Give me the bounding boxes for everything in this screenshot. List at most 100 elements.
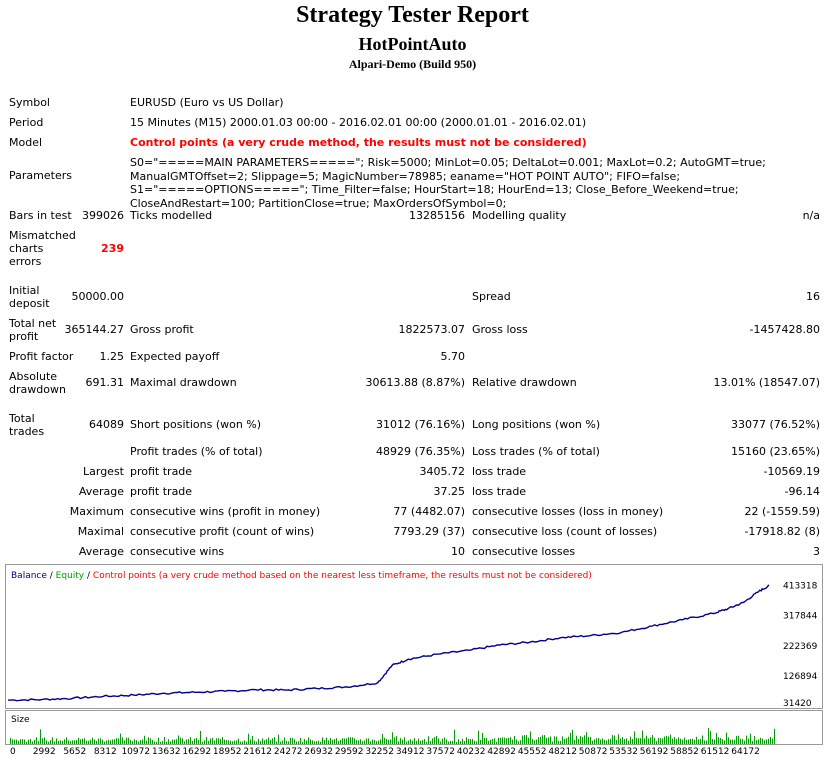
size-bar [630,736,631,744]
y-tick-label: 126894 [783,672,818,682]
loss-trades-label: Loss trades (% of total) [472,445,600,458]
size-bar [450,740,451,744]
size-bar [658,737,659,744]
deposit-label: Initial deposit [9,284,50,310]
size-bar [486,738,487,744]
size-bar [410,739,411,744]
spread-value: 16 [806,290,820,303]
size-bar [166,741,167,744]
x-tick-label: 29592 [335,747,364,757]
size-bar [754,736,755,744]
size-bar [668,736,669,744]
size-bar [650,737,651,744]
x-tick-label: 48212 [548,747,577,757]
size-bar [352,737,353,744]
size-bar [694,739,695,744]
size-bar [588,736,589,744]
size-bar [614,735,615,744]
size-bar [644,738,645,744]
size-bar [398,741,399,744]
model-label: Model [9,136,43,149]
size-bar [566,738,567,744]
max-consecutive-wins-label: consecutive wins (profit in money) [130,505,321,518]
size-bar [438,738,439,744]
size-bar [236,740,237,744]
size-bar [246,741,247,744]
size-bar [748,738,749,744]
x-tick-label: 32252 [365,747,394,757]
size-bar [36,737,37,744]
size-bar [414,738,415,744]
size-bar [214,740,215,744]
quality-value: n/a [802,209,820,222]
size-bar [548,737,549,744]
size-bar [280,741,281,744]
size-bar [704,740,705,744]
size-bar [116,738,117,744]
size-bar [532,739,533,744]
size-bar [22,739,23,744]
maximal-label: Maximal [77,525,124,538]
ticks-value: 13285156 [409,209,465,222]
size-bar [642,730,643,744]
size-bar [758,739,759,744]
size-bar [126,737,127,744]
size-bar [328,740,329,744]
x-tick-label: 24272 [274,747,303,757]
average-profit-trade-label: profit trade [130,485,193,498]
x-tick-label: 0 [10,747,16,757]
size-bar [386,738,387,744]
largest-label: Largest [83,465,124,478]
size-bar [534,740,535,744]
size-bar [392,732,393,744]
y-tick-label: 317844 [783,612,818,622]
x-tick-label: 18952 [213,747,242,757]
size-bar [544,734,545,744]
size-bar [258,738,259,744]
size-bars [10,728,775,744]
size-bar [626,738,627,744]
size-bar [606,740,607,744]
size-bar [164,737,165,744]
size-bar [740,738,741,744]
maximal-consecutive-profit-value: 7793.29 (37) [393,525,465,538]
size-bar [50,740,51,744]
size-bar [766,739,767,744]
profit-factor-value: 1.25 [99,350,125,363]
symbol-label: Symbol [9,96,50,109]
size-bar [750,733,751,744]
x-tick-label: 5652 [63,747,86,757]
size-bar [682,739,683,744]
size-bar [244,740,245,744]
size-bar [510,737,511,744]
size-bar [334,739,335,744]
size-bar [124,740,125,744]
size-bar [94,739,95,744]
x-tick-label: 56192 [640,747,669,757]
long-positions-value: 33077 (76.52%) [730,418,820,431]
size-bar [538,737,539,744]
expert-name: HotPointAuto [358,34,467,54]
size-bar [110,740,111,744]
size-bar [508,737,509,744]
size-bar [652,734,653,744]
x-tick-label: 13632 [152,747,181,757]
size-bar [92,737,93,744]
size-bar [462,738,463,744]
size-bar [524,735,525,744]
size-bar [384,737,385,744]
size-bar [156,741,157,744]
size-bar [716,732,717,744]
size-bar [526,734,527,744]
size-bar [290,737,291,744]
size-bar [756,740,757,744]
size-bar [596,738,597,744]
size-bar [700,738,701,744]
x-tick-label: 26932 [304,747,333,757]
size-bar [350,737,351,744]
size-bar [572,729,573,744]
size-bar [70,741,71,744]
size-bar [698,739,699,744]
size-bar [612,735,613,744]
size-bar [688,739,689,744]
